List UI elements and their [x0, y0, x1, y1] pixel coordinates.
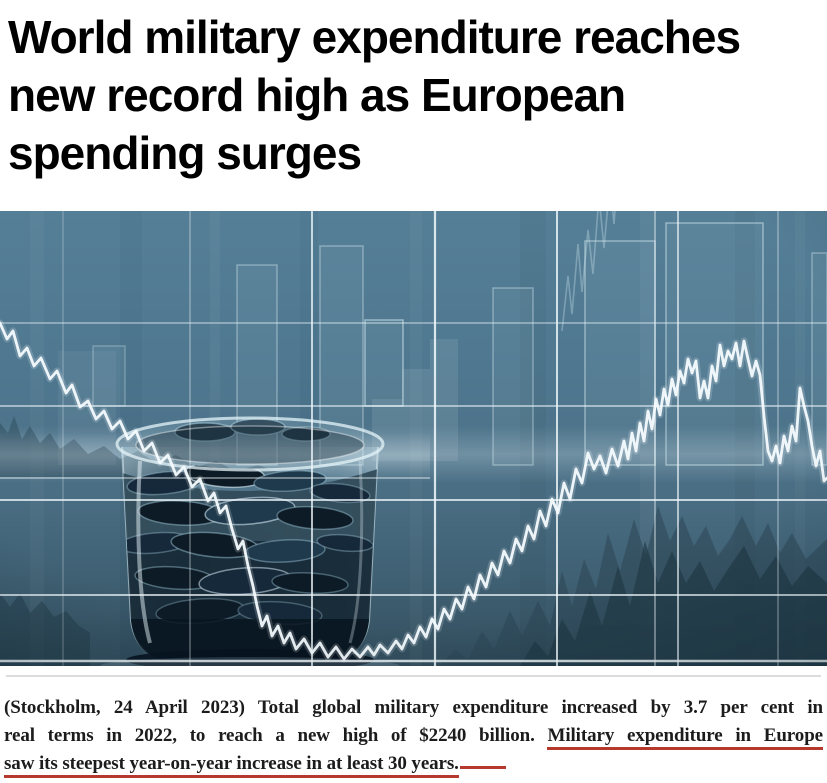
body-line-2-text: real terms in 2022, to reach a new high …	[4, 725, 535, 746]
page-title: World military expenditure reaches new r…	[8, 8, 819, 182]
europe-expenditure-link-continued[interactable]: saw its steepest year-on-year increase i…	[4, 753, 459, 778]
headline-line-1: World military expenditure reaches	[8, 11, 741, 63]
europe-expenditure-link[interactable]: Military expenditure in Europe	[547, 725, 823, 750]
article-lead-paragraph: (Stockholm, 24 April 2023) Total global …	[4, 694, 823, 778]
section-divider	[6, 675, 821, 677]
body-line-1: (Stockholm, 24 April 2023) Total global …	[4, 697, 823, 718]
vignette	[0, 211, 827, 666]
hero-image	[0, 211, 827, 666]
hero-illustration	[0, 211, 827, 666]
body-line-3: saw its steepest year-on-year increase i…	[4, 750, 823, 778]
headline-line-3: spending surges	[8, 127, 362, 179]
headline-line-2: new record high as European	[8, 69, 626, 121]
link-underline-tail	[459, 755, 506, 769]
body-line-2: real terms in 2022, to reach a new high …	[4, 722, 823, 750]
